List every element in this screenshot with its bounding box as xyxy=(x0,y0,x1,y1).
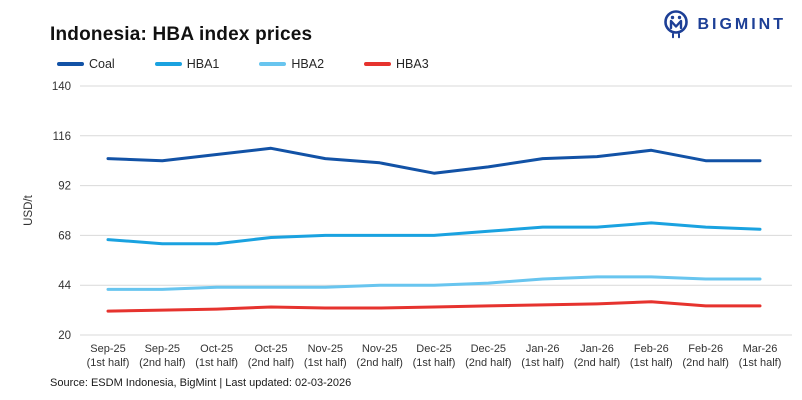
legend-swatch-icon xyxy=(364,62,392,66)
x-tick-label-line1: Feb-26 xyxy=(688,343,723,355)
x-tick-label-line2: (1st half) xyxy=(413,357,456,369)
x-tick-label-line2: (1st half) xyxy=(304,357,347,369)
x-tick-label-line2: (2nd half) xyxy=(574,357,620,369)
legend-swatch-icon xyxy=(259,62,287,66)
brand-logo: BIGMINT xyxy=(662,9,786,40)
x-tick-label-line1: Jan-26 xyxy=(580,343,614,355)
legend-item-hba3: HBA3 xyxy=(364,57,429,71)
y-tick-label: 68 xyxy=(58,230,71,242)
x-tick-label-line2: (2nd half) xyxy=(682,357,728,369)
series-line-coal xyxy=(106,146,762,175)
x-tick-label-line1: Jan-26 xyxy=(526,343,560,355)
legend-label: HBA2 xyxy=(291,57,325,71)
x-tick-label-line1: Mar-26 xyxy=(743,343,778,355)
legend-item-coal: Coal xyxy=(57,57,115,71)
legend-item-hba2: HBA2 xyxy=(259,57,324,71)
y-tick-label: 44 xyxy=(58,280,71,292)
x-tick-label-line1: Sep-25 xyxy=(90,343,125,355)
y-axis-label: USD/t xyxy=(23,194,35,225)
x-tick-label-line2: (1st half) xyxy=(521,357,564,369)
x-tick-label-line1: Oct-25 xyxy=(254,343,287,355)
page-title: Indonesia: HBA index prices xyxy=(50,24,313,45)
bigmint-logo-icon xyxy=(662,9,690,40)
x-tick-label-line2: (1st half) xyxy=(195,357,238,369)
source-line: Source: ESDM Indonesia, BigMint | Last u… xyxy=(50,377,352,389)
y-tick-label: 116 xyxy=(53,131,71,143)
x-tick-label-line2: (1st half) xyxy=(630,357,673,369)
x-tick-label-line2: (1st half) xyxy=(739,357,782,369)
series-line-hba1 xyxy=(106,221,762,246)
x-tick-label-line1: Oct-25 xyxy=(200,343,233,355)
y-tick-label: 140 xyxy=(52,81,71,93)
legend-label: Coal xyxy=(89,57,115,71)
x-tick-label-line1: Sep-25 xyxy=(145,343,180,355)
brand-name: BIGMINT xyxy=(697,15,786,33)
x-tick-label-line2: (2nd half) xyxy=(465,357,511,369)
x-tick-label-line1: Dec-25 xyxy=(471,343,506,355)
x-tick-label-line2: (1st half) xyxy=(87,357,130,369)
y-tick-label: 92 xyxy=(58,181,71,193)
x-tick-label-line1: Feb-26 xyxy=(634,343,669,355)
series-line-hba2 xyxy=(106,275,762,291)
x-tick-label-line2: (2nd half) xyxy=(356,357,402,369)
x-tick-label-line1: Dec-25 xyxy=(416,343,451,355)
series-line-hba3 xyxy=(106,300,762,313)
legend-swatch-icon xyxy=(57,62,84,66)
legend-label: HBA1 xyxy=(186,57,220,71)
x-tick-label-line1: Nov-25 xyxy=(308,343,343,355)
legend-swatch-icon xyxy=(154,62,182,66)
x-tick-label-line2: (2nd half) xyxy=(248,357,294,369)
legend-item-hba1: HBA1 xyxy=(154,57,220,71)
x-tick-label-line1: Nov-25 xyxy=(362,343,397,355)
x-tick-label-line2: (2nd half) xyxy=(139,357,185,369)
legend-label: HBA3 xyxy=(396,57,429,71)
y-tick-label: 20 xyxy=(58,330,71,342)
chart-legend: Coal HBA1 HBA2 HBA3 xyxy=(57,57,429,71)
